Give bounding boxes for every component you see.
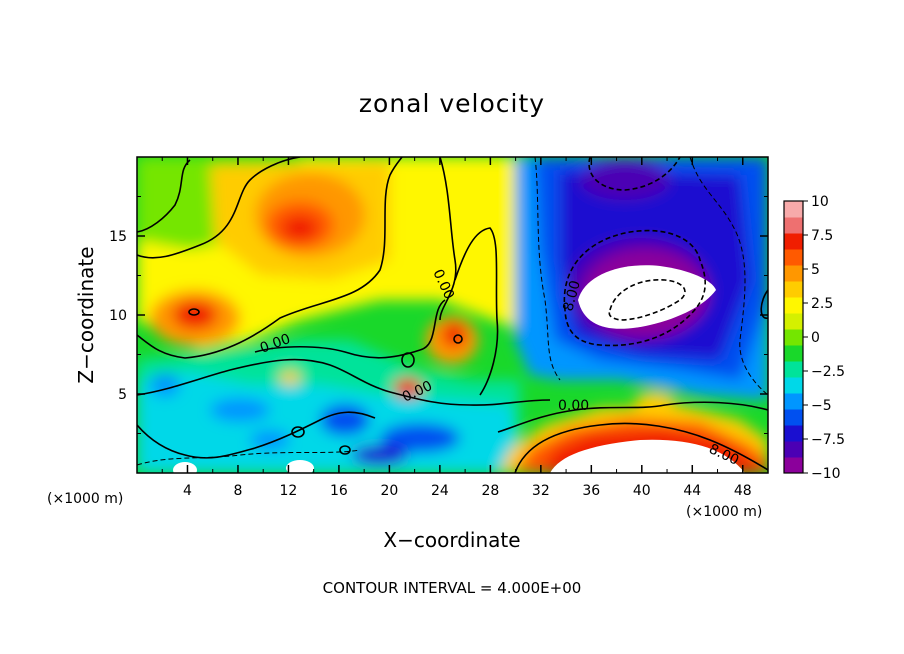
negative-contour-lines xyxy=(137,157,768,466)
colorbar-segment xyxy=(784,297,803,314)
saturated-max-region xyxy=(550,439,745,473)
colorbar-tick-label: 7.5 xyxy=(811,228,833,244)
colorbar-segment xyxy=(784,281,803,298)
colorbar-tick-label: 2.5 xyxy=(811,296,833,312)
contour-label: 8.00 xyxy=(560,279,584,313)
plot-area xyxy=(137,157,768,473)
colorbar-segment xyxy=(784,201,803,218)
colorbar-tick-label: 10 xyxy=(811,194,829,210)
x-axis: 4 8 12 16 20 24 28 32 36 40 44 48 xyxy=(161,157,752,499)
colorbar-tick-label: 0 xyxy=(811,330,820,346)
colorbar-tick-label: 5 xyxy=(811,262,820,278)
colorbar-segment xyxy=(784,377,803,394)
y-axis-title: Z−coordinate xyxy=(74,246,98,383)
colorbar-segment xyxy=(784,345,803,362)
x-tick-label: 8 xyxy=(233,483,242,499)
colorbar-segment xyxy=(784,329,803,346)
colorbar-segment xyxy=(784,457,803,474)
y-axis: 5 10 15 xyxy=(109,196,768,434)
x-unit-label-right: (×1000 m) xyxy=(686,504,762,520)
colorbar-segment xyxy=(784,217,803,234)
colorbar-segment xyxy=(784,233,803,250)
colorbar-tick-label: −10 xyxy=(811,466,841,482)
colorbar-segment xyxy=(784,425,803,442)
x-tick-label: 24 xyxy=(431,483,449,499)
x-tick-label: 40 xyxy=(633,483,651,499)
x-tick-label: 16 xyxy=(330,483,348,499)
colorbar-segment xyxy=(784,249,803,266)
y-tick-label: 10 xyxy=(109,308,127,324)
x-tick-label: 28 xyxy=(481,483,499,499)
colorbar-segment xyxy=(784,265,803,282)
colorbar-tick-label: −2.5 xyxy=(811,364,845,380)
colorbar-segment xyxy=(784,361,803,378)
colorbar-tick-label: −7.5 xyxy=(811,432,845,448)
x-tick-label: 48 xyxy=(734,483,752,499)
x-tick-label: 44 xyxy=(683,483,701,499)
x-tick-label: 36 xyxy=(582,483,600,499)
x-axis-title: X−coordinate xyxy=(383,528,520,552)
contour-interval-note: CONTOUR INTERVAL = 4.000E+00 xyxy=(323,579,582,597)
contour-label: 0.00 xyxy=(558,398,589,414)
y-tick-label: 5 xyxy=(118,387,127,403)
colorbar-segment xyxy=(784,313,803,330)
colorbar-segment xyxy=(784,409,803,426)
x-tick-label: 20 xyxy=(380,483,398,499)
saturated-min-region xyxy=(578,265,716,329)
x-tick-label: 12 xyxy=(280,483,298,499)
contour-lines xyxy=(137,157,768,473)
colorbar-tick-label: −5 xyxy=(811,398,832,414)
colorbar-segment xyxy=(784,441,803,458)
chart-title: zonal velocity xyxy=(359,89,545,118)
y-tick-label: 15 xyxy=(109,229,127,245)
x-tick-label: 4 xyxy=(183,483,192,499)
colorbar-segment xyxy=(784,393,803,410)
x-tick-label: 32 xyxy=(532,483,550,499)
colorbar: 10 7.5 5 2.5 0 −2.5 −5 −7.5 −10 xyxy=(783,194,845,482)
x-unit-label-left: (×1000 m) xyxy=(47,491,123,507)
